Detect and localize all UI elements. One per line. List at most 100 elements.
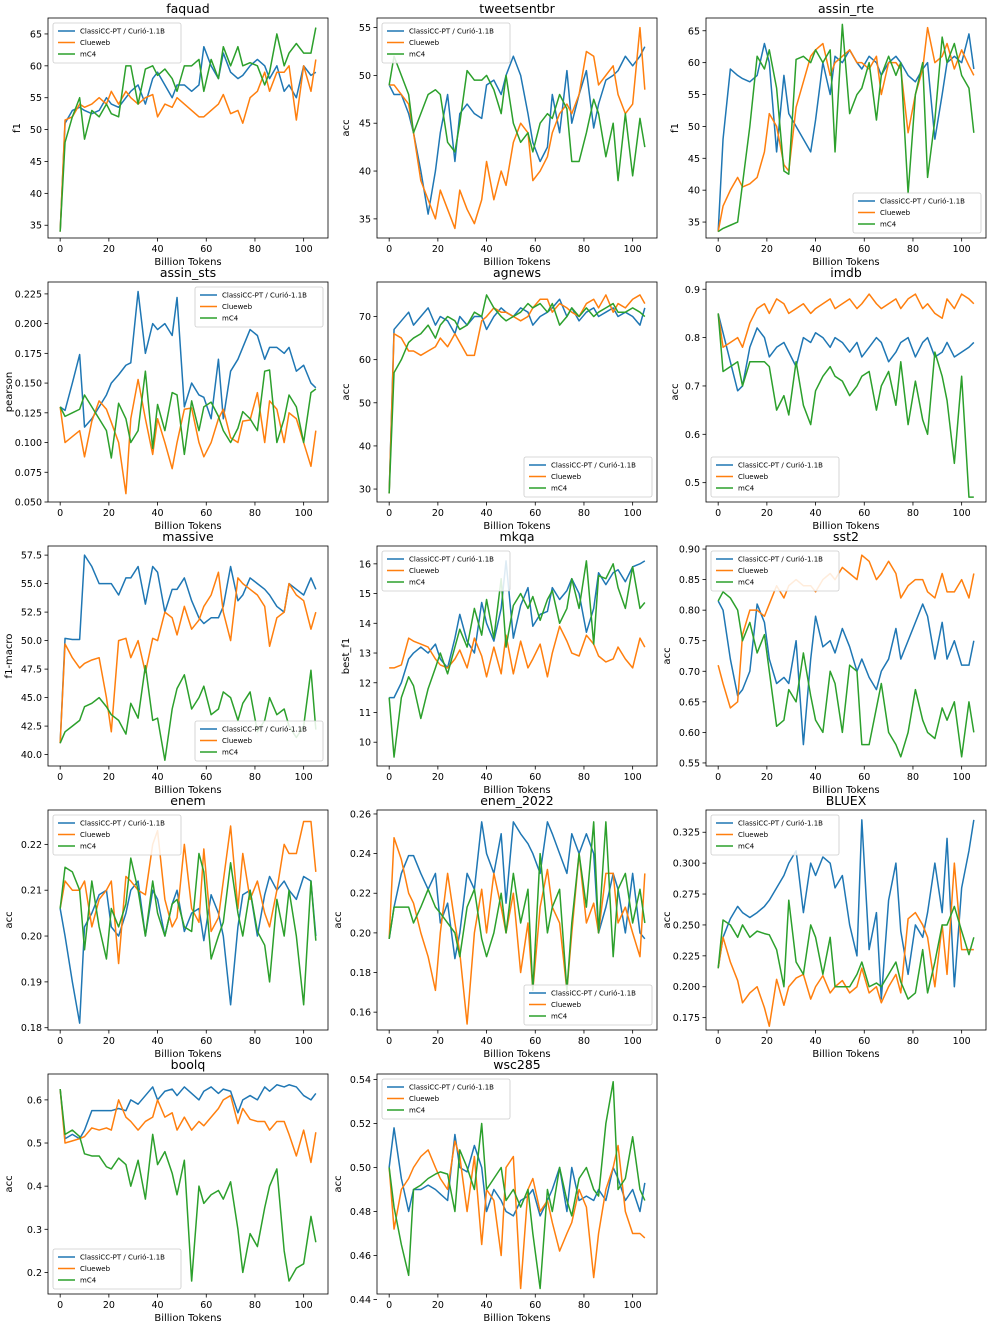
y-tick-label: 0.300	[673, 859, 700, 870]
x-tick-label: 60	[200, 508, 212, 519]
y-tick-label: 35	[688, 218, 700, 229]
x-axis-label: Billion Tokens	[812, 785, 879, 796]
x-tick-label: 100	[624, 1300, 642, 1311]
y-axis-label: f1	[12, 123, 23, 133]
y-tick-label: 40	[359, 167, 371, 178]
plot-frame	[47, 809, 329, 1031]
y-tick-label: 0.75	[679, 636, 700, 647]
series-line-1	[717, 313, 975, 392]
y-tick-label: 0.21	[21, 886, 42, 897]
x-tick-label: 20	[103, 1300, 115, 1311]
y-tick-label: 0.55	[679, 758, 700, 769]
x-tick-label: 40	[152, 244, 164, 255]
x-tick-label: 40	[810, 772, 822, 783]
x-axis-label: Billion Tokens	[154, 1313, 221, 1324]
x-axis-label: Billion Tokens	[154, 521, 221, 532]
series-line-3	[717, 899, 975, 1000]
y-tick-label: 0.48	[350, 1207, 371, 1218]
y-tick-label: 11	[359, 708, 371, 719]
y-tick-label: 40	[359, 441, 371, 452]
legend-label: ClassiCC-PT / Curió-1.1B	[880, 198, 965, 206]
chart-title: BLUEX	[826, 793, 867, 808]
legend-label: mC4	[409, 579, 426, 587]
y-tick-label: 0.52	[350, 1119, 371, 1130]
chart-panel-enem_2022: enem_2022 0 20 40 60 80 100 0.16 0.18 0.20 0.22 0.2…	[333, 793, 658, 1060]
x-tick-label: 0	[57, 1036, 63, 1047]
legend-label: mC4	[222, 315, 239, 323]
x-axis-label: Billion Tokens	[812, 521, 879, 532]
y-tick-label: 40	[30, 189, 42, 200]
y-tick-label: 0.5	[27, 1139, 42, 1150]
y-tick-label: 0.250	[673, 920, 700, 931]
x-tick-label: 100	[295, 244, 313, 255]
x-axis-label: Billion Tokens	[154, 257, 221, 268]
chart-title: enem	[170, 793, 205, 808]
series-line-1	[388, 46, 646, 215]
series-line-3	[59, 27, 317, 232]
x-tick-label: 60	[858, 508, 870, 519]
x-axis-label: Billion Tokens	[483, 257, 550, 268]
y-tick-label: 0.22	[350, 889, 371, 900]
y-tick-label: 55	[359, 23, 371, 34]
series-line-3	[388, 560, 646, 758]
legend-label: Clueweb	[80, 39, 111, 47]
x-tick-label: 60	[858, 772, 870, 783]
series-line-3	[717, 591, 975, 758]
legend: ClassiCC-PT / Curió-1.1B Clueweb mC4	[523, 984, 653, 1026]
legend-label: mC4	[80, 1277, 97, 1285]
chart-title: faquad	[166, 1, 210, 16]
x-tick-label: 0	[715, 772, 721, 783]
x-tick-label: 60	[200, 1300, 212, 1311]
x-tick-label: 0	[715, 1036, 721, 1047]
y-tick-label: 50	[359, 71, 371, 82]
series-line-2	[59, 59, 317, 232]
y-tick-label: 0.200	[673, 982, 700, 993]
y-tick-label: 55.0	[21, 579, 42, 590]
x-tick-label: 20	[103, 508, 115, 519]
x-tick-label: 0	[715, 244, 721, 255]
legend-label: ClassiCC-PT / Curió-1.1B	[551, 990, 636, 998]
y-tick-label: 0.7	[685, 381, 700, 392]
legend-box	[710, 550, 840, 592]
series-line-2	[717, 26, 975, 232]
x-tick-label: 20	[103, 1036, 115, 1047]
y-tick-label: 60	[688, 58, 700, 69]
series-line-1	[717, 33, 975, 232]
y-tick-label: 0.100	[15, 438, 42, 449]
x-tick-label: 0	[57, 508, 63, 519]
legend-label: mC4	[738, 485, 755, 493]
y-tick-label: 35	[359, 214, 371, 225]
plot-frame	[705, 545, 987, 767]
x-tick-label: 20	[103, 772, 115, 783]
x-tick-label: 0	[386, 1036, 392, 1047]
x-tick-label: 60	[858, 1036, 870, 1047]
plot-frame	[376, 545, 658, 767]
x-tick-label: 0	[715, 508, 721, 519]
y-tick-label: 45	[359, 119, 371, 130]
legend-box	[710, 456, 840, 498]
series-line-2	[717, 554, 975, 709]
legend: ClassiCC-PT / Curió-1.1B Clueweb mC4	[710, 550, 840, 592]
legend: ClassiCC-PT / Curió-1.1B Clueweb mC4	[194, 720, 324, 762]
x-tick-label: 100	[624, 244, 642, 255]
chart-panel-massive: massive 0 20 40 60 80 100 40.0 42.5 45.0 47.5 50.0 5…	[4, 529, 329, 796]
y-tick-label: 0.6	[685, 430, 700, 441]
legend-label: Clueweb	[880, 209, 911, 217]
y-tick-label: 40	[688, 186, 700, 197]
series-line-1	[388, 821, 646, 960]
legend-label: Clueweb	[80, 1265, 111, 1273]
x-tick-label: 80	[578, 244, 590, 255]
y-tick-label: 40.0	[21, 750, 42, 761]
x-tick-label: 0	[386, 244, 392, 255]
x-tick-label: 0	[386, 1300, 392, 1311]
chart-panel-wsc285: wsc285 0 20 40 60 80 100 0.44 0.46 0.48 0.50 0.52 0.…	[333, 1057, 658, 1324]
y-tick-label: 70	[359, 312, 371, 323]
legend: ClassiCC-PT / Curió-1.1B Clueweb mC4	[381, 1078, 511, 1120]
legend-label: Clueweb	[222, 737, 253, 745]
x-tick-label: 100	[953, 244, 971, 255]
x-axis-label: Billion Tokens	[483, 1049, 550, 1060]
x-tick-label: 40	[481, 772, 493, 783]
legend-label: Clueweb	[738, 831, 769, 839]
x-tick-label: 80	[578, 1036, 590, 1047]
